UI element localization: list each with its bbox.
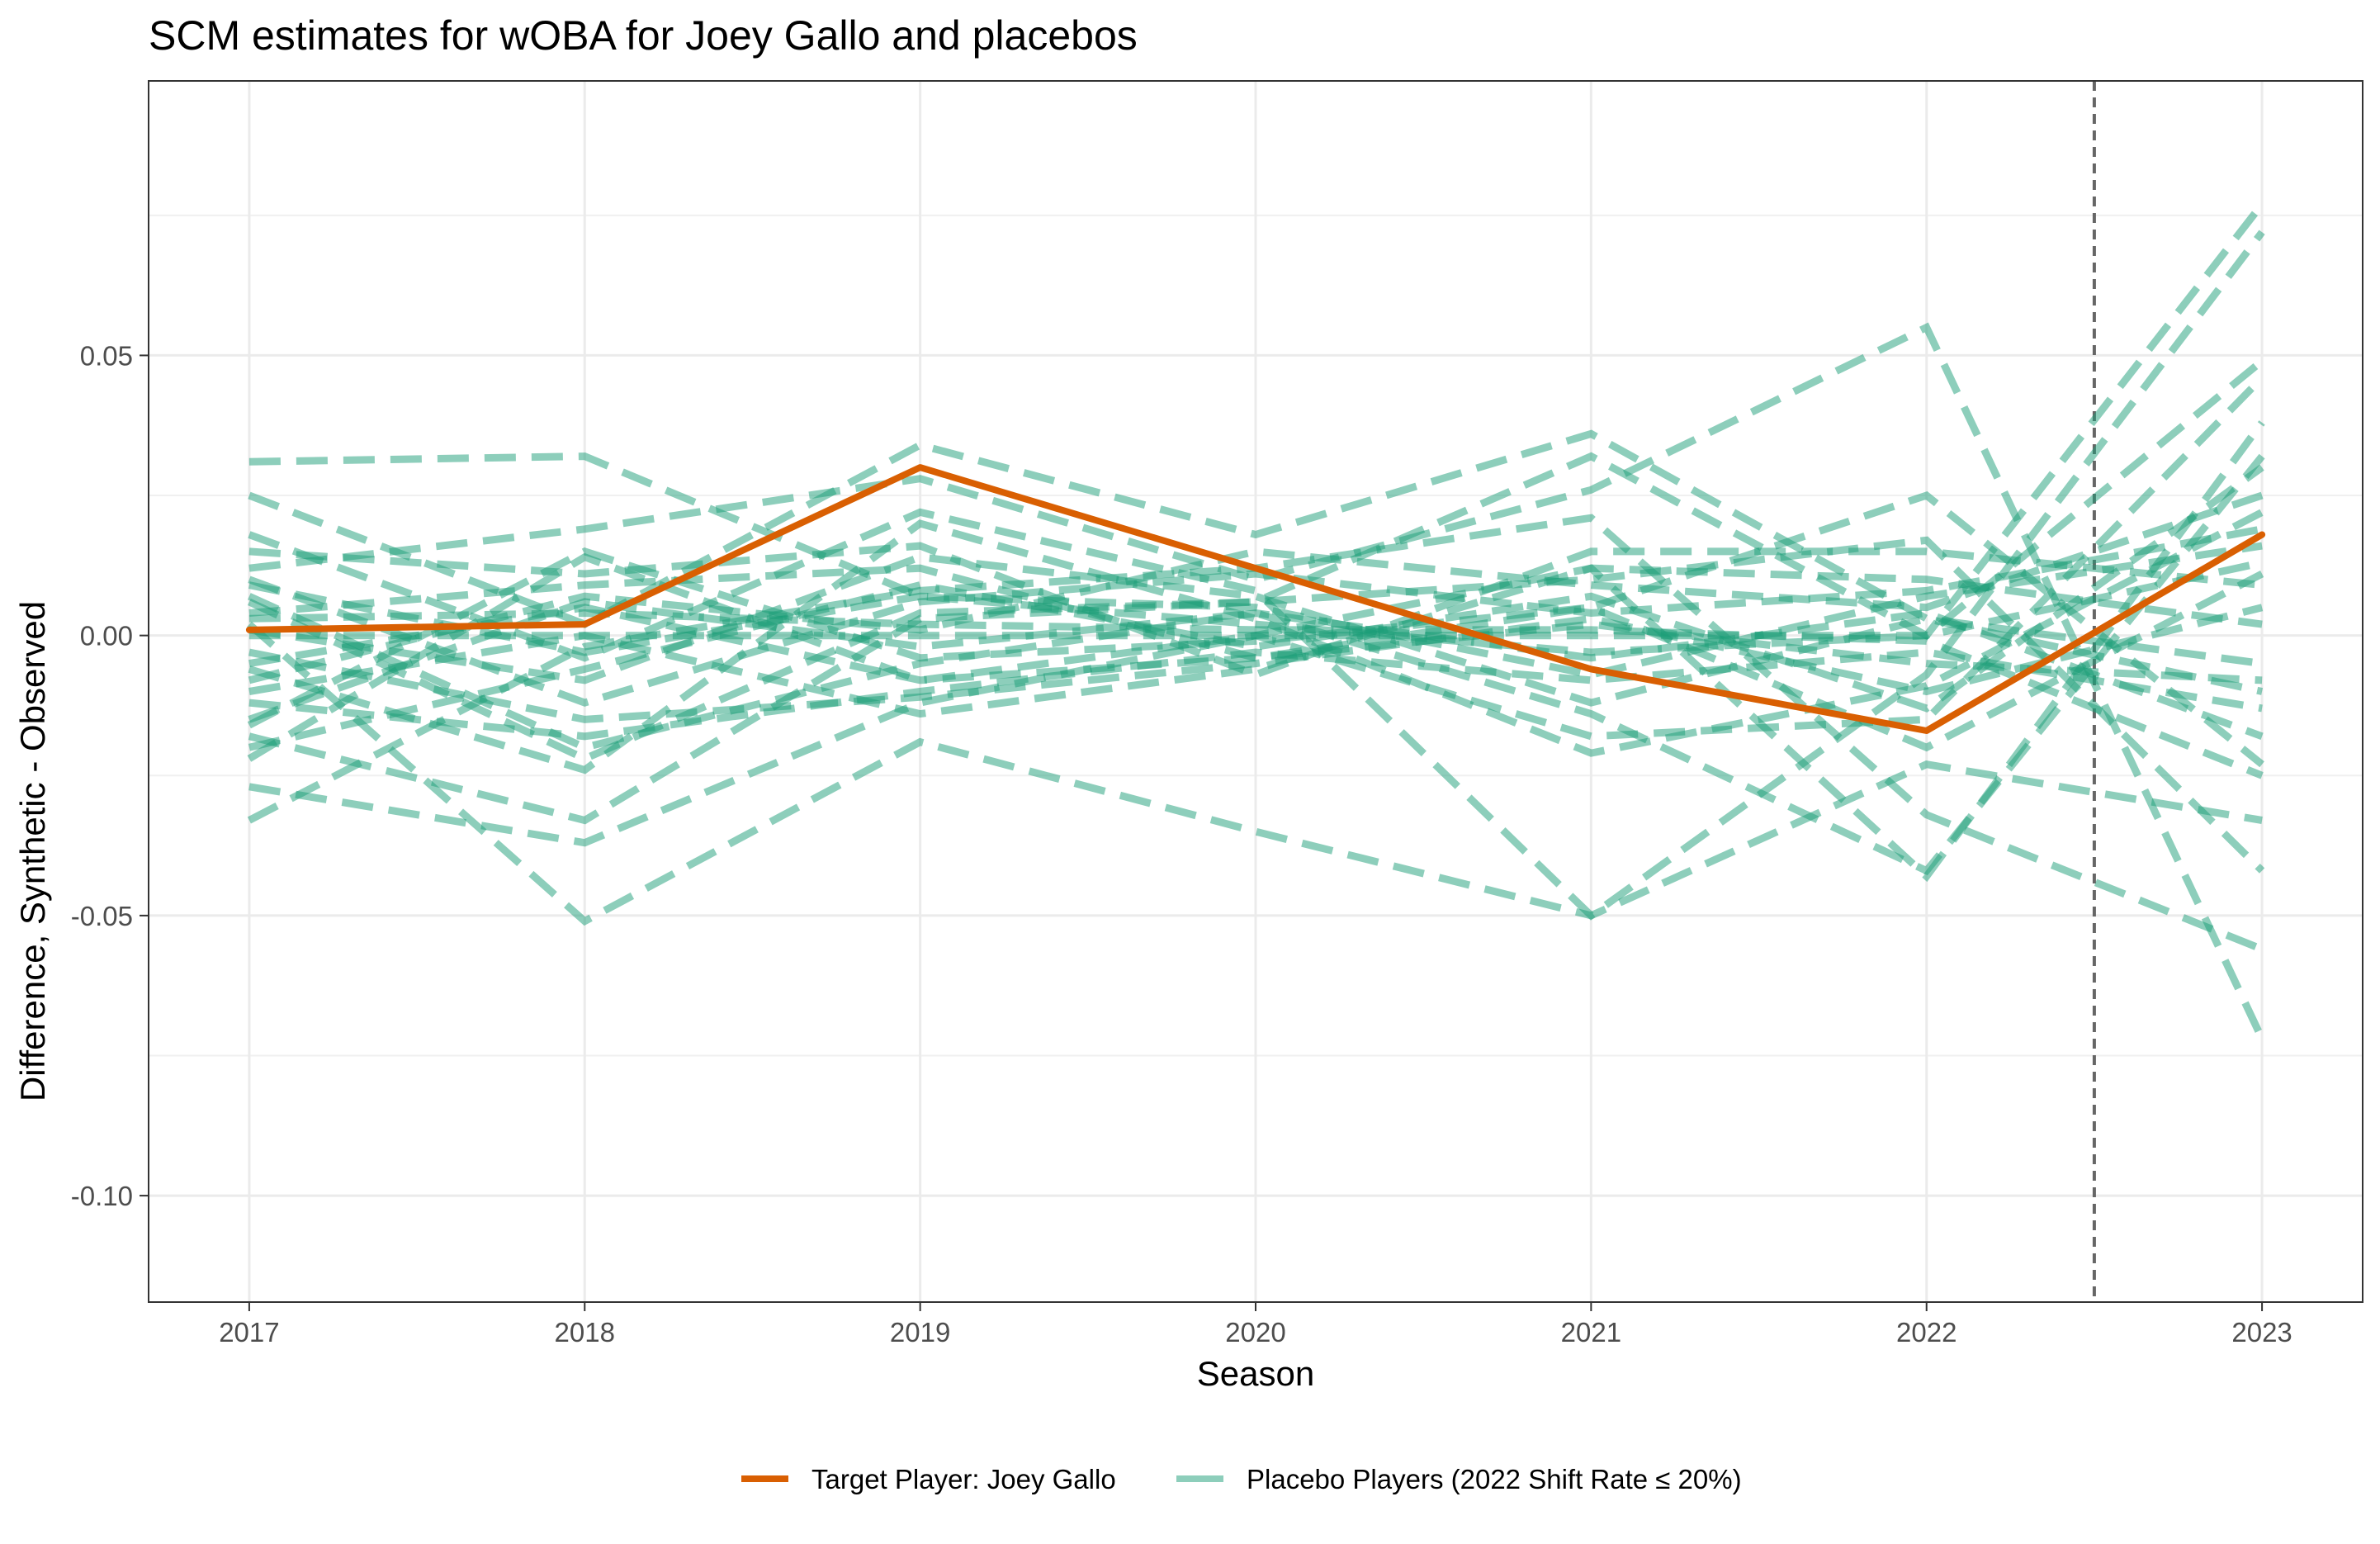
placebo-line-4	[248, 322, 2266, 1041]
placebo-line-8	[246, 621, 2263, 926]
x-tick-label: 2017	[219, 1317, 279, 1347]
placebo-line-24	[248, 553, 2264, 707]
x-tick-label: 2023	[2231, 1317, 2292, 1347]
legend-label-target: Target Player: Joey Gallo	[811, 1464, 1116, 1494]
x-tick-label: 2022	[1896, 1317, 1957, 1347]
placebo-line-26	[248, 542, 2263, 679]
placebo-line-14	[248, 648, 2263, 741]
x-axis: 2017 2018 2019 2020 2021 2022 2023	[219, 1302, 2292, 1347]
placebo-line-22	[248, 609, 2264, 779]
x-axis-title: Season	[1197, 1354, 1314, 1393]
placebo-line-12	[248, 453, 2265, 876]
y-tick-label: -0.05	[71, 901, 133, 931]
placebo-line-17	[248, 542, 2263, 679]
y-axis: -0.10 -0.05 0.00 0.05	[71, 340, 149, 1211]
placebo-line-20	[248, 593, 2264, 752]
y-tick-label: -0.10	[71, 1181, 133, 1211]
placebo-line-19	[248, 604, 2264, 723]
x-tick-label: 2019	[890, 1317, 950, 1347]
x-tick-label: 2020	[1225, 1317, 1285, 1347]
placebo-line-27	[248, 604, 2263, 684]
placebo-line-13	[248, 491, 2264, 684]
target-player-line	[245, 464, 2266, 734]
placebo-line-21	[248, 464, 2264, 751]
placebo-line-23	[248, 564, 2263, 718]
placebo-line-25	[247, 547, 2264, 752]
x-tick-label: 2021	[1561, 1317, 1621, 1347]
y-axis-title: Difference, Synthetic - Observed	[13, 601, 52, 1101]
placebo-line-3	[248, 230, 2265, 921]
placebo-line-15	[248, 525, 2263, 707]
x-tick-label: 2018	[555, 1317, 615, 1347]
placebo-line-16	[248, 509, 2264, 774]
legend-label-placebo: Placebo Players (2022 Shift Rate ≤ 20%)	[1247, 1464, 1742, 1494]
y-tick-label: 0.05	[80, 340, 133, 371]
legend: Target Player: Joey Gallo Placebo Player…	[741, 1464, 1742, 1494]
y-tick-label: 0.00	[80, 621, 133, 651]
placebo-line-10	[248, 536, 2265, 874]
placebo-line-11	[248, 490, 2264, 768]
chart-title: SCM estimates for wOBA for Joey Gallo an…	[149, 12, 1138, 59]
